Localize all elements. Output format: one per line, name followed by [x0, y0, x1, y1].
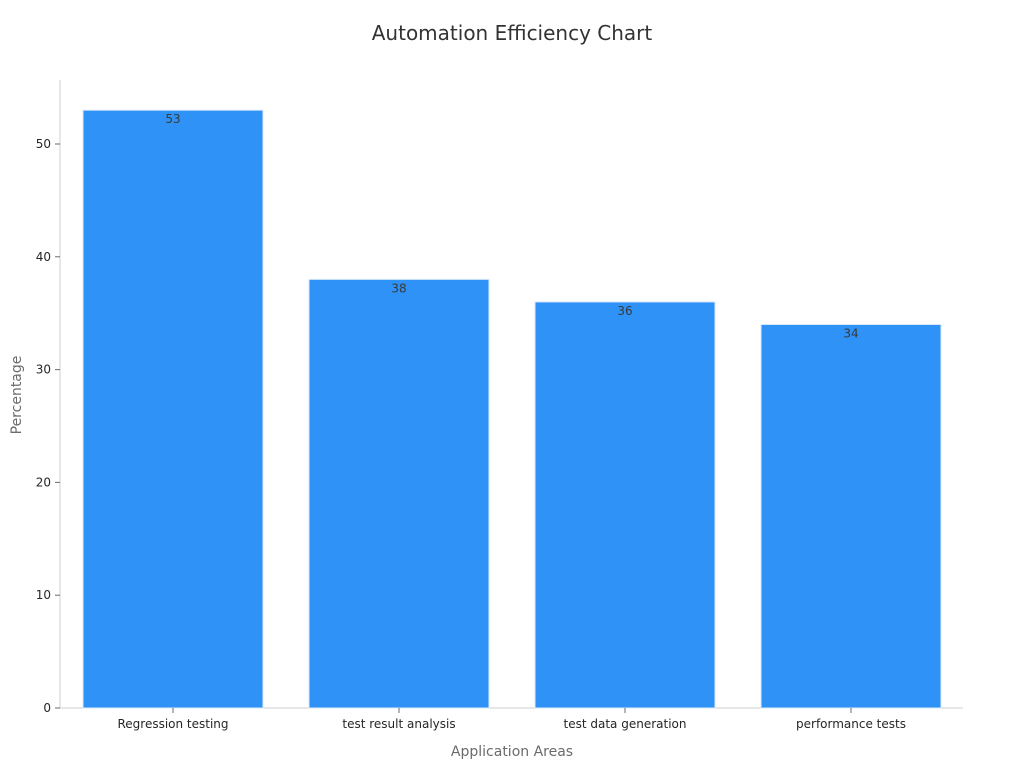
bar-data-label: 53 [165, 112, 180, 126]
bar [82, 109, 264, 709]
bar [760, 323, 942, 709]
x-tick-label: test result analysis [342, 717, 455, 731]
y-axis-label: Percentage [9, 356, 25, 435]
y-tick-label: 0 [43, 701, 51, 715]
plot-area: 0 10 20 30 40 50 53 Regression testing 38 test re… [36, 80, 963, 731]
bar-data-label: 38 [391, 281, 406, 295]
x-tick-label: test data generation [564, 717, 687, 731]
bar [308, 278, 490, 709]
y-tick-label: 50 [36, 137, 51, 151]
bar-data-label: 34 [843, 326, 858, 340]
x-tick-label: performance tests [796, 717, 906, 731]
y-axis-label-group: Percentage [9, 356, 25, 435]
y-tick-label: 40 [36, 250, 51, 264]
y-tick-label: 10 [36, 588, 51, 602]
x-tick-label: Regression testing [117, 717, 228, 731]
y-tick-label: 30 [36, 363, 51, 377]
bar [534, 301, 716, 709]
chart-title: Automation Efficiency Chart [372, 21, 653, 45]
x-axis-label: Application Areas [451, 744, 573, 760]
bar-data-label: 36 [617, 304, 632, 318]
y-tick-label: 20 [36, 475, 51, 489]
